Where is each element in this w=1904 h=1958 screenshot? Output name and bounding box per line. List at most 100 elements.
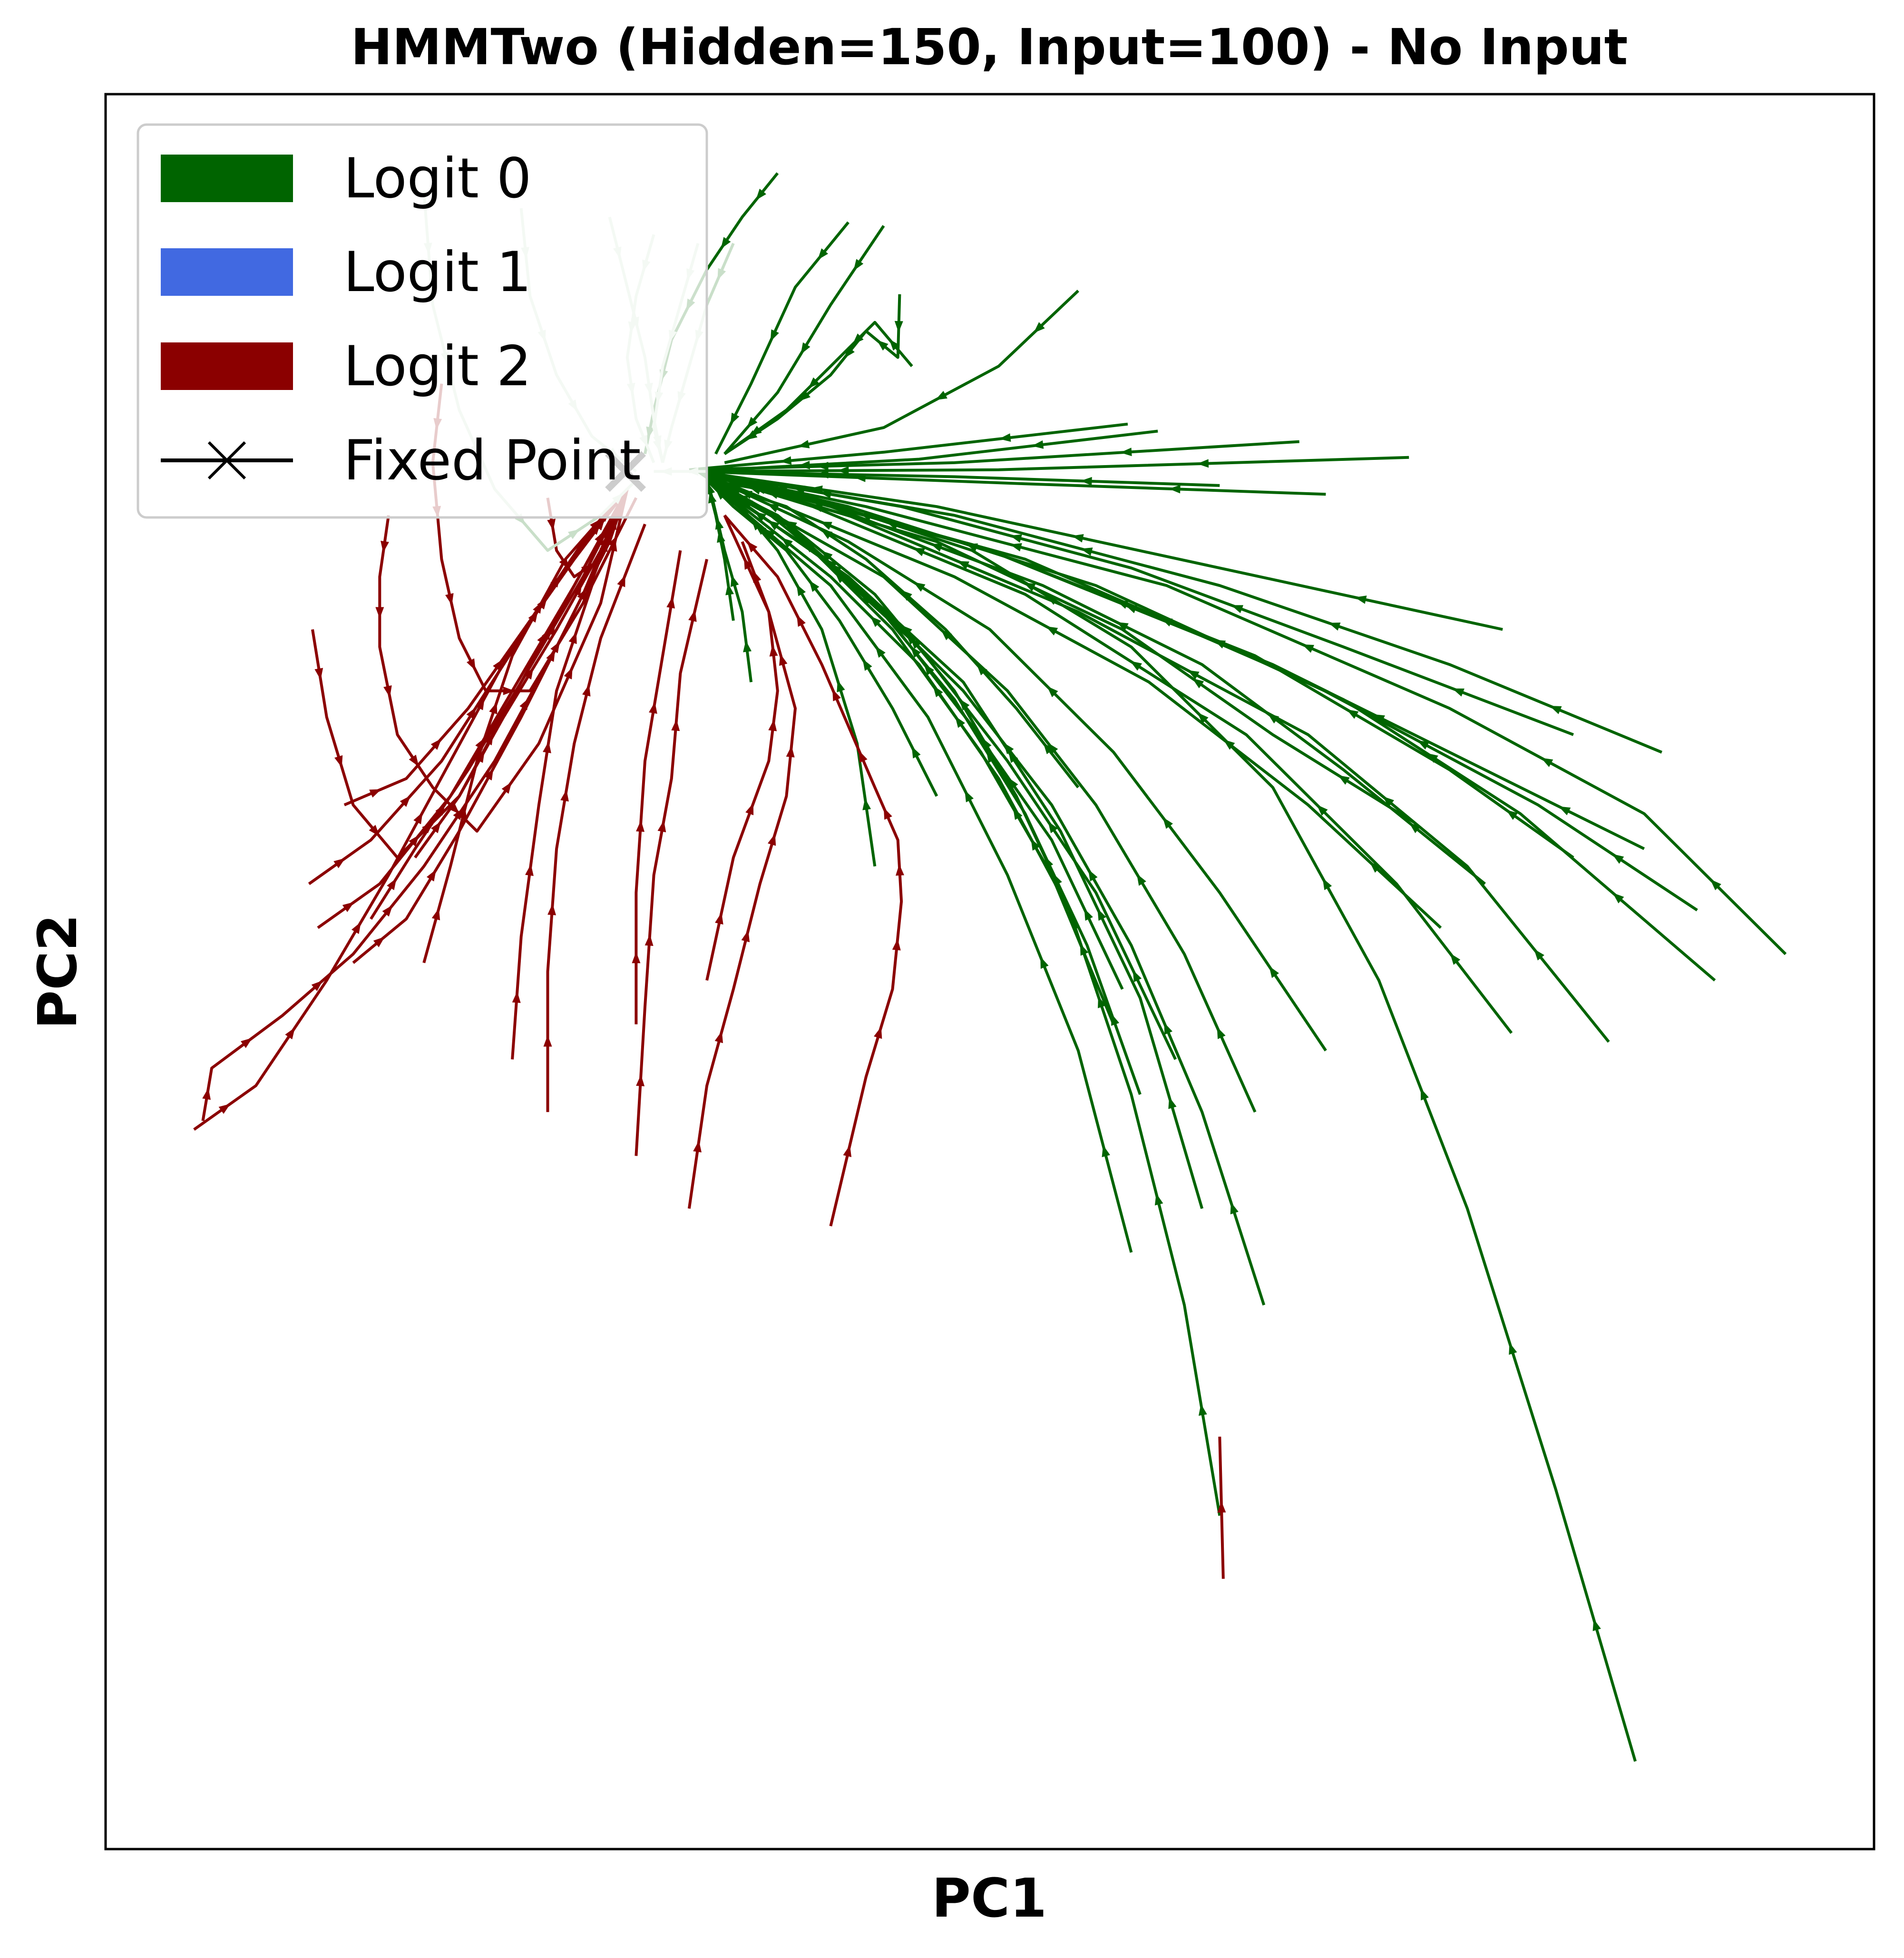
trajectory-arrowhead bbox=[714, 485, 727, 496]
trajectory-line bbox=[706, 479, 1142, 1095]
trajectory-arrowhead bbox=[770, 329, 779, 342]
trajectory-arrowhead bbox=[311, 980, 323, 992]
trajectory-arrowhead bbox=[1592, 1619, 1601, 1631]
trajectory-arrowhead bbox=[657, 820, 666, 833]
trajectory-arrowhead bbox=[430, 821, 441, 833]
trajectory-logit-0 bbox=[691, 429, 1158, 473]
trajectory-arrowhead bbox=[740, 491, 753, 499]
trajectory-line bbox=[706, 479, 1221, 1516]
trajectory-arrowhead bbox=[843, 1145, 852, 1158]
trajectory-arrowhead bbox=[431, 908, 440, 921]
trajectory-logit-0 bbox=[724, 290, 1079, 464]
trajectory-arrowhead bbox=[382, 905, 393, 917]
trajectory-arrowhead bbox=[547, 518, 556, 531]
trajectory-arrowhead bbox=[1355, 595, 1367, 604]
trajectory-arrowhead bbox=[550, 575, 560, 588]
trajectory-line bbox=[706, 478, 1637, 1762]
trajectory-arrowhead bbox=[567, 529, 580, 539]
trajectory-arrowhead bbox=[1328, 622, 1341, 631]
trajectory-arrowhead bbox=[741, 499, 753, 508]
trajectory-logit-0 bbox=[689, 422, 1128, 471]
trajectory-arrowhead bbox=[717, 268, 726, 281]
trajectory-arrowhead bbox=[475, 750, 485, 763]
trajectory-arrowhead bbox=[608, 539, 617, 552]
chart-title: HMMTwo (Hidden=150, Input=100) - No Inpu… bbox=[351, 18, 1628, 76]
trajectory-arrowhead bbox=[1162, 817, 1173, 829]
trajectory-logit-0 bbox=[698, 470, 1503, 631]
trajectory-arrowhead bbox=[1120, 448, 1132, 457]
trajectory-arrowhead bbox=[1231, 605, 1244, 614]
trajectory-logit-2 bbox=[705, 541, 779, 981]
trajectory-arrowhead bbox=[1097, 908, 1106, 921]
trajectory-arrowhead bbox=[373, 936, 385, 947]
trajectory-arrowhead bbox=[466, 658, 476, 671]
trajectory-arrowhead bbox=[715, 912, 723, 925]
trajectory-arrowhead bbox=[1080, 477, 1092, 486]
trajectory-arrowhead bbox=[1010, 534, 1022, 543]
trajectory-arrowhead bbox=[448, 803, 460, 814]
trajectory-logit-2 bbox=[635, 559, 709, 1156]
trajectory-logit-2 bbox=[543, 524, 646, 1112]
trajectory-arrowhead bbox=[797, 614, 806, 627]
trajectory-arrowhead bbox=[413, 812, 423, 825]
legend-label-logit-2: Logit 2 bbox=[343, 334, 532, 399]
trajectory-arrowhead bbox=[820, 529, 833, 539]
trajectory-arrowhead bbox=[1047, 686, 1058, 698]
trajectory-arrowhead bbox=[957, 561, 969, 570]
trajectory-logit-0 bbox=[723, 321, 913, 455]
trajectory-arrowhead bbox=[1269, 966, 1279, 978]
trajectory-arrowhead bbox=[1347, 709, 1359, 719]
trajectory-arrowhead bbox=[632, 952, 641, 964]
trajectory-arrowhead bbox=[913, 548, 925, 556]
trajectory-arrowhead bbox=[617, 575, 625, 587]
trajectory-logit-0 bbox=[714, 221, 849, 455]
trajectory-logit-0 bbox=[706, 479, 1133, 1253]
trajectory-arrowhead bbox=[489, 702, 498, 714]
trajectory-arrowhead bbox=[862, 798, 871, 810]
trajectory-arrowhead bbox=[671, 719, 680, 731]
trajectory-arrowhead bbox=[1409, 822, 1421, 833]
trajectory-arrowhead bbox=[801, 342, 810, 355]
trajectory-arrowhead bbox=[1084, 908, 1093, 921]
trajectory-line bbox=[689, 422, 1128, 471]
trajectory-arrowhead bbox=[435, 804, 446, 816]
trajectory-arrowhead bbox=[820, 490, 832, 499]
trajectory-arrowhead bbox=[285, 1027, 295, 1040]
trajectory-arrowhead bbox=[781, 537, 793, 548]
trajectory-arrowhead bbox=[905, 633, 917, 645]
trajectory-arrowhead bbox=[1043, 742, 1054, 754]
trajectory-arrowhead bbox=[1230, 1202, 1239, 1215]
trajectory-arrowhead bbox=[910, 646, 921, 658]
trajectory-arrowhead bbox=[1046, 595, 1058, 605]
trajectory-arrowhead bbox=[1213, 640, 1226, 649]
trajectory-arrowhead bbox=[1417, 740, 1429, 750]
trajectory-arrowhead bbox=[875, 646, 886, 658]
trajectory-series-layer bbox=[193, 172, 1787, 1762]
trajectory-arrowhead bbox=[666, 596, 675, 609]
trajectory-arrowhead bbox=[381, 541, 389, 553]
trajectory-arrowhead bbox=[832, 689, 841, 701]
trajectory-arrowhead bbox=[721, 237, 731, 249]
trajectory-arrowhead bbox=[1197, 459, 1209, 468]
trajectory-arrowhead bbox=[935, 390, 947, 400]
trajectory-logit-0 bbox=[706, 479, 1142, 1095]
legend-frame bbox=[137, 123, 708, 519]
trajectory-line bbox=[697, 470, 1442, 929]
trajectory-arrowhead bbox=[1040, 956, 1049, 969]
legend-swatch-logit-1 bbox=[161, 248, 293, 296]
trajectory-logit-0 bbox=[706, 478, 1637, 1762]
trajectory-arrowhead bbox=[780, 456, 792, 465]
trajectory-arrowhead bbox=[986, 751, 996, 763]
legend: Logit 0 Logit 1 Logit 2 Fixed Point bbox=[137, 123, 708, 519]
trajectory-arrowhead bbox=[333, 858, 346, 868]
trajectory-arrowhead bbox=[1169, 485, 1181, 494]
trajectory-arrowhead bbox=[1136, 874, 1146, 886]
trajectory-arrowhead bbox=[1133, 970, 1142, 983]
trajectory-line bbox=[691, 429, 1158, 473]
trajectory-arrowhead bbox=[821, 550, 833, 561]
legend-entries: Logit 0 Logit 1 Logit 2 Fixed Point bbox=[161, 146, 641, 493]
trajectory-arrowhead bbox=[1032, 440, 1044, 449]
trajectory-arrowhead bbox=[1197, 712, 1209, 724]
trajectory-arrowhead bbox=[1102, 1145, 1110, 1158]
trajectory-arrowhead bbox=[1533, 949, 1544, 961]
